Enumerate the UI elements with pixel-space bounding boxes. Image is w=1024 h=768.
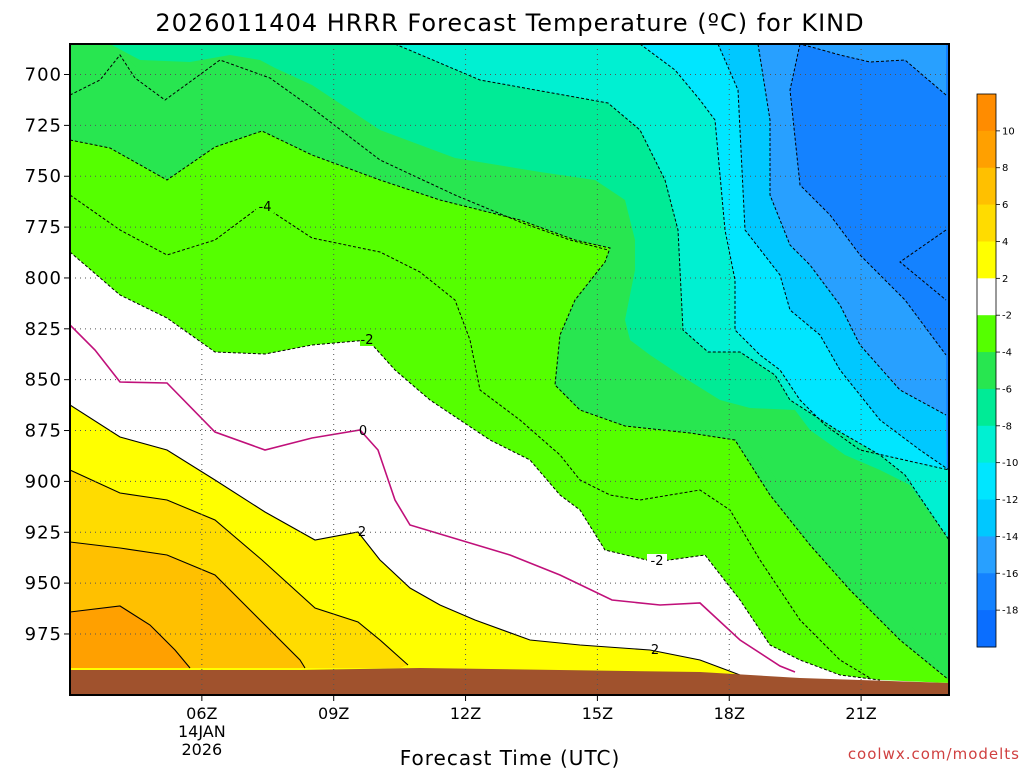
band-plus8-plus10 xyxy=(70,606,190,668)
freezing-line xyxy=(70,324,796,673)
y-tick-label: 975 xyxy=(25,624,62,645)
x-tick-label: 15Z xyxy=(582,704,613,723)
colorbar-swatch xyxy=(977,425,996,464)
colorbar-label: -4 xyxy=(1002,348,1012,359)
isotherm-plus6 xyxy=(70,541,306,669)
chart-title: 2026011404 HRRR Forecast Temperature (ºC… xyxy=(155,9,864,37)
y-axis: 700 725 750 775 800 825 850 875 900 925 950 975 xyxy=(25,65,70,645)
colorbar-swatch xyxy=(977,573,996,611)
colorbar-label: -14 xyxy=(1002,532,1018,543)
isotherm-minus8 xyxy=(394,44,949,541)
x-date-label: 14JAN xyxy=(178,722,226,741)
colorbar-label: 4 xyxy=(1002,237,1008,248)
colorbar-label: 2 xyxy=(1002,274,1008,285)
isotherm-minus2 xyxy=(70,251,881,681)
colorbar-label: 10 xyxy=(1002,126,1015,137)
contour-label: 0 xyxy=(359,424,367,439)
dashed-isotherms xyxy=(70,44,949,681)
y-tick-label: 700 xyxy=(25,65,62,86)
x-axis-label: Forecast Time (UTC) xyxy=(400,746,621,768)
colorbar-label: -6 xyxy=(1002,384,1012,395)
x-tick-label: 21Z xyxy=(845,704,876,723)
colorbar-swatch xyxy=(977,499,996,537)
colorbar-swatch xyxy=(977,94,996,132)
colorbar-label: -2 xyxy=(1002,311,1012,322)
credit-text: coolwx.com/modelts xyxy=(848,745,1020,763)
plot-frame xyxy=(69,43,950,696)
x-tick-label: 06Z xyxy=(186,704,217,723)
isotherm-minus4 xyxy=(70,130,949,681)
isotherm-plus8 xyxy=(70,605,191,669)
colorbar-swatch xyxy=(977,352,996,390)
x-tick-label: 09Z xyxy=(318,704,349,723)
isotherm-minus4-lower xyxy=(70,194,871,679)
solid-isotherms xyxy=(70,404,741,676)
colorbar-label: -8 xyxy=(1002,421,1012,432)
colorbar-swatch xyxy=(977,536,996,574)
y-tick-label: 825 xyxy=(25,319,62,340)
colorbar: 10 8 6 4 2 -2 -4 -6 -8 -10 -12 -14 -16 -18 xyxy=(976,93,1018,648)
contour-label: -4 xyxy=(259,200,272,215)
colorbar-swatch xyxy=(977,167,996,206)
colorbar-swatch xyxy=(977,204,996,242)
isotherm-minus10 xyxy=(639,44,949,471)
y-tick-label: 875 xyxy=(25,421,62,442)
x-tick-label: 12Z xyxy=(450,704,481,723)
x-tick-label: 18Z xyxy=(714,704,745,723)
contour-label: 2 xyxy=(651,643,659,658)
contour-label: -2 xyxy=(361,333,374,348)
y-tick-label: 900 xyxy=(25,471,62,492)
colorbar-label: 6 xyxy=(1002,200,1008,211)
colorbar-label: -18 xyxy=(1002,606,1018,617)
y-tick-label: 850 xyxy=(25,370,62,391)
grid-lines xyxy=(70,44,949,695)
colorbar-swatch xyxy=(977,610,996,648)
isotherm-minus12 xyxy=(717,44,949,471)
isotherm-minus16 xyxy=(789,44,947,356)
colorbar-swatch xyxy=(977,388,996,427)
colorbar-label: -12 xyxy=(1002,495,1018,506)
y-tick-label: 750 xyxy=(25,166,62,187)
colorbar-swatch xyxy=(977,278,996,316)
contour-label: -2 xyxy=(651,554,664,569)
colorbar-label: 8 xyxy=(1002,163,1008,174)
contour-labels: -4 -2 0 2 -2 2 xyxy=(256,199,667,658)
isotherm-plus2 xyxy=(70,404,741,676)
colorbar-swatch xyxy=(977,315,996,353)
y-tick-label: 775 xyxy=(25,217,62,238)
colorbar-label: -10 xyxy=(1002,458,1018,469)
y-tick-label: 925 xyxy=(25,522,62,543)
isotherm-minus14 xyxy=(757,44,947,416)
isotherm-plus4 xyxy=(70,469,409,666)
contour-label: 2 xyxy=(358,525,366,540)
colorbar-label: -16 xyxy=(1002,569,1018,580)
plot-fill-area xyxy=(70,44,949,695)
colorbar-frame xyxy=(976,93,997,648)
y-tick-label: 950 xyxy=(25,573,62,594)
x-year-label: 2026 xyxy=(181,740,222,759)
isotherm-minus6 xyxy=(70,54,609,251)
colorbar-swatch xyxy=(977,130,996,169)
y-tick-label: 725 xyxy=(25,115,62,136)
colorbar-swatch xyxy=(977,462,996,501)
colorbar-swatch xyxy=(977,241,996,279)
y-tick-label: 800 xyxy=(25,268,62,289)
